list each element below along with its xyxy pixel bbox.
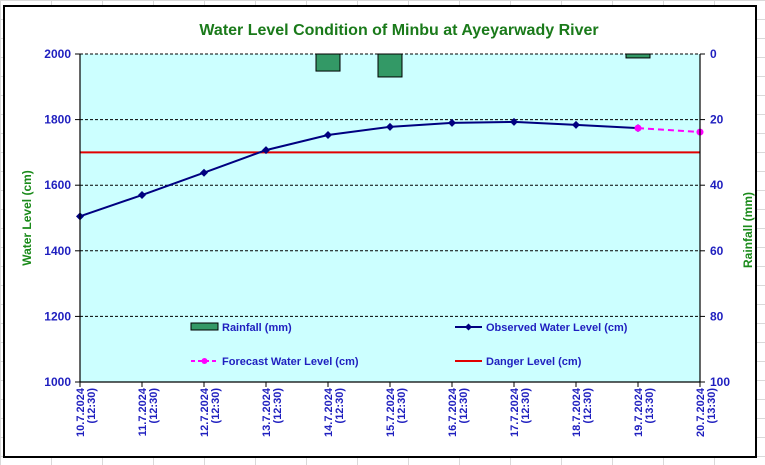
observed-point — [262, 146, 270, 155]
legend-item: Observed Water Level (cm) — [455, 322, 628, 334]
x-tick-label-time: (12:30) — [210, 388, 222, 424]
x-tick-label-date: 14.7.2024 — [323, 387, 335, 437]
forecast-water-level-line — [637, 127, 701, 134]
y-tick-label: 2000 — [44, 47, 71, 61]
x-tick-label-date: 18.7.2024 — [571, 387, 583, 437]
observed-point — [324, 131, 332, 140]
x-tick-label-date: 13.7.2024 — [261, 387, 273, 437]
y2-tick-label: 100 — [710, 375, 730, 389]
legend: Rainfall (mm) Observed Water Level (cm) Fo… — [190, 322, 628, 368]
legend-label: Danger Level (cm) — [486, 356, 582, 368]
rainfall-bar — [377, 53, 403, 78]
y2-axis-ticks: 0 20 40 60 80 100 — [700, 47, 730, 389]
legend-label: Forecast Water Level (cm) — [222, 356, 359, 368]
x-tick-label-date: 12.7.2024 — [199, 387, 211, 437]
x-axis-ticks: 10.7.2024 (12:30) 11.7.2024 (12:30) 12.7.202… — [75, 382, 718, 437]
observed-point — [138, 191, 146, 200]
legend-marker-observed — [465, 323, 472, 331]
chart-title: Water Level Condition of Minbu at Ayeyar… — [199, 22, 598, 39]
x-tick-label-date: 19.7.2024 — [633, 387, 645, 437]
observed-point — [448, 118, 456, 127]
y2-axis-label: Rainfall (mm) — [741, 192, 755, 268]
rainfall-bars — [315, 53, 651, 78]
y2-tick-label: 80 — [710, 309, 724, 323]
y2-tick-label: 20 — [710, 113, 724, 127]
observed-point — [572, 120, 580, 129]
legend-swatch-rainfall — [190, 322, 219, 331]
x-tick-label-date: 20.7.2024 — [695, 387, 707, 437]
legend-label: Rainfall (mm) — [222, 322, 292, 334]
observed-point — [386, 122, 394, 131]
x-tick-label-date: 16.7.2024 — [447, 387, 459, 437]
y-tick-label: 1000 — [44, 375, 71, 389]
x-tick-label-time: (12:30) — [396, 388, 408, 424]
rainfall-bar — [315, 53, 341, 72]
plot-area — [80, 54, 700, 382]
y-axis-ticks: 1000 1200 1400 1600 1800 2000 — [44, 47, 80, 389]
legend-item: Forecast Water Level (cm) — [191, 356, 359, 368]
y2-tick-label: 60 — [710, 244, 724, 258]
x-tick-label-time: (13:30) — [706, 388, 718, 424]
y2-tick-label: 0 — [710, 47, 717, 61]
x-tick-label-time: (12:30) — [148, 388, 160, 424]
y-tick-label: 1600 — [44, 178, 71, 192]
rainfall-bar — [625, 53, 651, 59]
x-tick-label-time: (12:30) — [520, 388, 532, 424]
legend-item: Rainfall (mm) — [190, 322, 292, 334]
y-tick-label: 1400 — [44, 244, 71, 258]
x-tick-label-date: 17.7.2024 — [509, 387, 521, 437]
y2-tick-label: 40 — [710, 178, 724, 192]
x-tick-label-time: (12:30) — [86, 388, 98, 424]
observed-point — [510, 117, 518, 126]
forecast-point — [634, 124, 642, 132]
legend-item: Danger Level (cm) — [455, 356, 582, 368]
x-tick-label-time: (12:30) — [458, 388, 470, 424]
y-tick-label: 1200 — [44, 309, 71, 323]
observed-water-level-line — [79, 120, 639, 218]
x-tick-label-time: (13:30) — [644, 388, 656, 424]
x-tick-label-time: (12:30) — [582, 388, 594, 424]
legend-marker-forecast — [201, 358, 208, 364]
series-lines — [76, 117, 704, 221]
x-tick-label-date: 15.7.2024 — [385, 387, 397, 437]
legend-label: Observed Water Level (cm) — [486, 322, 628, 334]
observed-point — [200, 168, 208, 177]
x-tick-label-date: 11.7.2024 — [137, 387, 149, 436]
x-tick-label-date: 10.7.2024 — [75, 387, 87, 437]
x-tick-label-time: (12:30) — [334, 388, 346, 424]
y-axis-label: Water Level (cm) — [20, 170, 34, 266]
y-tick-label: 1800 — [44, 113, 71, 127]
x-tick-label-time: (12:30) — [272, 388, 284, 424]
